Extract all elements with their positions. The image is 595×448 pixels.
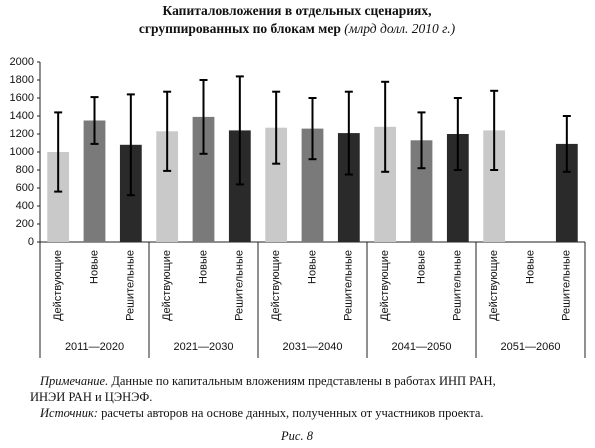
error-bar (272, 90, 281, 165)
bar (301, 128, 324, 242)
y-tick-label: 0 (28, 236, 34, 248)
bar (47, 152, 70, 242)
error-bar (344, 90, 353, 176)
note-text: расчеты авторов на основе данных, получе… (101, 406, 483, 420)
chart-title: Капиталовложения в отдельных сценариях, (162, 3, 431, 18)
bar (337, 133, 360, 242)
bar (410, 140, 433, 242)
y-tick-label: 1000 (10, 146, 34, 158)
y-tick-label: 1200 (10, 128, 34, 140)
group-label: 2051—2060 (501, 341, 561, 353)
units: (млрд долл. 2010 г.) (344, 21, 455, 36)
category-label: Новые (524, 250, 536, 284)
error-bar (54, 111, 63, 193)
error-bar (163, 90, 172, 172)
y-tick-label: 1800 (10, 74, 34, 86)
category-label: Новые (197, 250, 209, 284)
bar (192, 116, 215, 242)
y-tick-label: 400 (16, 200, 34, 212)
bar (555, 143, 578, 242)
y-tick-label: 1400 (10, 110, 34, 122)
category-label: Действующие (52, 250, 64, 321)
category-label: Решительные (234, 250, 246, 321)
bar (265, 127, 288, 242)
subtitle-text: сгруппированных по блокам мер (139, 21, 341, 36)
note: ИНЭИ РАН и ЦЭНЭФ. (30, 390, 152, 404)
y-tick-label: 1600 (10, 92, 34, 104)
error-bar (308, 97, 317, 161)
category-label: Действующие (488, 250, 500, 321)
note-label: Источник: (39, 406, 98, 420)
category-label: Решительные (125, 250, 137, 321)
bar (228, 130, 251, 242)
error-bar (562, 115, 571, 173)
category-label: Решительные (343, 250, 355, 321)
y-tick-label: 600 (16, 182, 34, 194)
error-bar (199, 79, 208, 155)
bar (83, 120, 106, 242)
category-label: Действующие (161, 250, 173, 321)
error-bar (490, 89, 499, 171)
category-label: Решительные (561, 250, 573, 321)
error-bar (453, 97, 462, 171)
note-label: Примечание. (39, 374, 108, 388)
y-tick-label: 2000 (10, 56, 34, 68)
error-bar (90, 96, 99, 145)
category-label: Новые (306, 250, 318, 284)
y-tick-label: 200 (16, 218, 34, 230)
notes: Примечание. Данные по капитальным вложен… (30, 374, 496, 420)
note-text: ИНЭИ РАН и ЦЭНЭФ. (30, 390, 152, 404)
category-label: Действующие (270, 250, 282, 321)
y-tick-label: 800 (16, 164, 34, 176)
bar (156, 131, 179, 242)
bar (374, 126, 397, 242)
note: Источник: расчеты авторов на основе данн… (39, 406, 484, 420)
group-label: 2041—2050 (392, 341, 452, 353)
chart-subtitle: сгруппированных по блокам мер (млрд долл… (139, 21, 456, 36)
note-text: Данные по капитальным вложениям представ… (111, 374, 495, 388)
error-bar (235, 75, 244, 186)
category-label: Новые (88, 250, 100, 284)
error-bar (126, 93, 135, 197)
bar (446, 134, 469, 242)
error-bar (417, 111, 426, 170)
group-label: 2031—2040 (283, 341, 343, 353)
group-label: 2021—2030 (174, 341, 234, 353)
error-bar (381, 80, 390, 173)
bar (483, 130, 506, 242)
note: Примечание. Данные по капитальным вложен… (39, 374, 496, 388)
category-label: Решительные (452, 250, 464, 321)
group-label: 2011—2020 (65, 341, 124, 353)
category-label: Действующие (379, 250, 391, 321)
category-label: Новые (415, 250, 427, 284)
figure-label: Рис. 8 (280, 429, 314, 443)
